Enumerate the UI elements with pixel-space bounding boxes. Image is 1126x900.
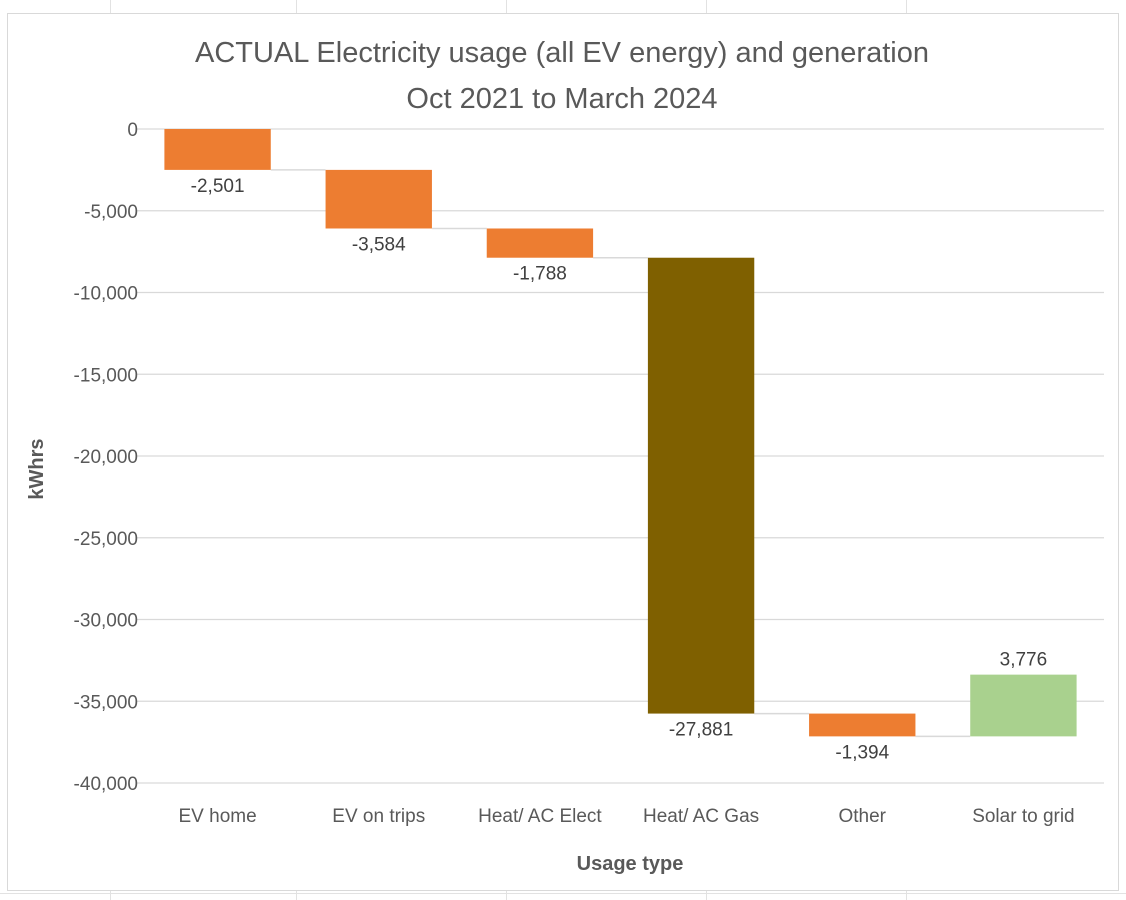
y-tick-label: -40,000	[74, 774, 138, 795]
data-label: -2,501	[191, 176, 245, 197]
x-tick-label: Other	[838, 806, 886, 827]
y-axis-title: kWhrs	[26, 438, 48, 499]
y-tick-label: -35,000	[74, 692, 138, 713]
data-label: -27,881	[669, 720, 733, 741]
y-tick-label: -10,000	[74, 284, 138, 305]
y-tick-label: 0	[127, 120, 138, 141]
chart-title-line-1: ACTUAL Electricity usage (all EV energy)…	[195, 37, 929, 69]
bar-ev-home[interactable]	[164, 129, 271, 170]
y-tick-label: -30,000	[74, 611, 138, 632]
x-tick-label: Heat/ AC Gas	[643, 806, 759, 827]
data-label: -1,788	[513, 264, 567, 285]
waterfall-chart: -2,501 -3,584 -1,788 -27,881 -1,394 3,776 0 -5…	[26, 37, 1104, 875]
chart-title-line-2: Oct 2021 to March 2024	[406, 83, 717, 115]
x-tick-label: Heat/ AC Elect	[478, 806, 602, 827]
data-labels: -2,501 -3,584 -1,788 -27,881 -1,394 3,776	[191, 176, 1048, 763]
x-axis-ticks: EV home EV on trips Heat/ AC Elect Heat/ AC…	[179, 806, 1075, 827]
y-tick-label: -15,000	[74, 365, 138, 386]
bars	[164, 129, 1077, 737]
connector-lines	[270, 169, 971, 738]
sheet-row-line	[0, 893, 1126, 894]
y-tick-label: -5,000	[84, 202, 138, 223]
data-label: -1,394	[835, 742, 889, 763]
x-tick-label: Solar to grid	[972, 806, 1074, 827]
bar-heat-ac-elect[interactable]	[486, 228, 594, 258]
y-tick-label: -20,000	[74, 447, 138, 468]
y-axis-ticks: 0 -5,000 -10,000 -15,000 -20,000 -25,000 -30,0…	[74, 120, 138, 795]
chart-area[interactable]: -2,501 -3,584 -1,788 -27,881 -1,394 3,776 0 -5…	[7, 13, 1119, 891]
gridlines	[137, 128, 1104, 784]
x-axis-title: Usage type	[577, 853, 684, 875]
x-tick-label: EV on trips	[332, 806, 425, 827]
bar-heat-ac-gas[interactable]	[647, 257, 755, 714]
y-tick-label: -25,000	[74, 529, 138, 550]
data-label: -3,584	[352, 234, 406, 255]
bar-ev-on-trips[interactable]	[325, 169, 432, 229]
bar-solar-to-grid[interactable]	[970, 674, 1077, 737]
data-label: 3,776	[1000, 650, 1048, 671]
x-tick-label: EV home	[179, 806, 257, 827]
bar-other[interactable]	[809, 713, 916, 737]
